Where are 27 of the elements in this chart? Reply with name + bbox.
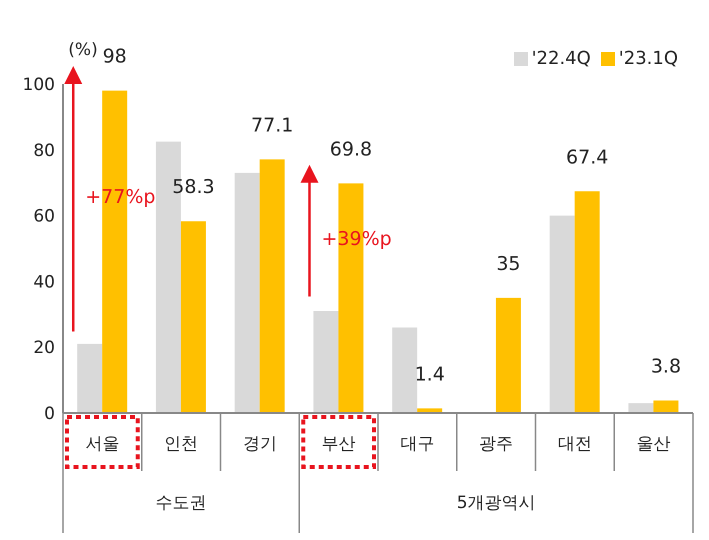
data-label: 67.4 [566,146,608,168]
data-label: 3.8 [650,356,682,378]
x-tick-label: 울산 [636,434,671,454]
y-tick-label: 0 [44,404,55,424]
y-tick-label: 40 [33,272,55,292]
data-label: 1.4 [414,363,445,386]
data-label: 69.8 [330,138,372,160]
x-tick-label: 서울 [85,434,120,454]
text: 5개광역시 [456,493,536,513]
x-tick-label: 인천 [164,434,198,454]
y-tick-label: 80 [33,140,55,161]
y-tick-label: 20 [33,338,55,358]
y-tick-label: 60 [33,206,55,227]
y-axis-title: (%) [68,40,98,60]
data-label: 98 [102,46,127,68]
x-tick-label: 대구 [400,434,434,454]
text: 수도권 [156,493,207,513]
x-tick-label: 광주 [479,434,514,454]
x-tick-label: 경기 [242,434,277,454]
y-tick-label: 100 [22,75,55,96]
data-label: 77.1 [251,114,294,136]
legend-label: '22.4Q [532,48,591,69]
data-label: 35 [496,252,521,275]
x-tick-label: 부산 [322,434,356,454]
data-label: 58.3 [172,176,215,198]
legend-label: '23.1Q [618,48,678,69]
x-tick-label: 대전 [558,434,592,454]
